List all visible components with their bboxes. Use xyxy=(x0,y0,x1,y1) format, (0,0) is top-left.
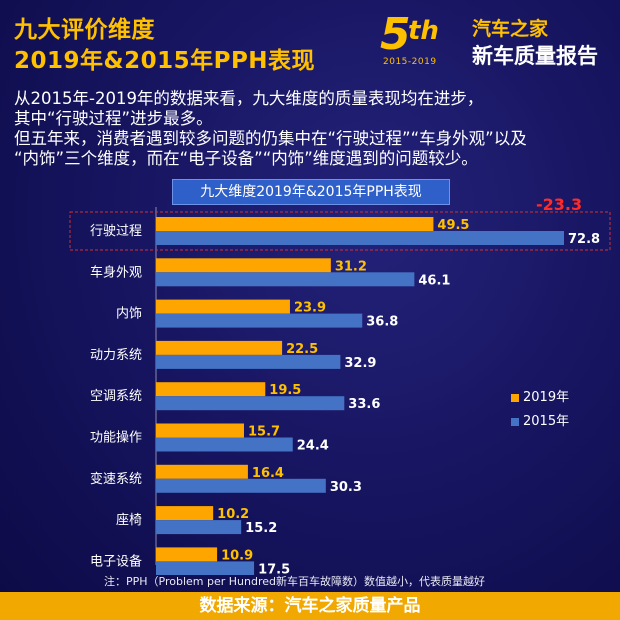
legend-item-2019: 2019年 xyxy=(511,386,569,405)
category-label: 变速系统 xyxy=(90,471,142,487)
legend-item-2015: 2015年 xyxy=(511,410,569,429)
description-line1: 从2015年-2019年的数据来看，九大维度的质量表现均在进步， xyxy=(14,89,484,108)
category-label: 车身外观 xyxy=(90,264,142,280)
legend-swatch-2015 xyxy=(511,417,519,426)
category-label: 座椅 xyxy=(116,513,142,528)
logo-subtitle: 新车质量报告 xyxy=(472,44,598,68)
bar-2019 xyxy=(156,217,434,231)
data-label-2015: 32.9 xyxy=(344,356,376,371)
bar-2015 xyxy=(156,272,415,287)
data-label-2019: 10.9 xyxy=(221,548,253,563)
legend-label-2015: 2015年 xyxy=(523,414,570,429)
data-label-2019: 16.4 xyxy=(252,466,284,481)
bar-2015 xyxy=(156,313,363,328)
logo-brand: 汽车之家 xyxy=(472,18,549,40)
bar-2015 xyxy=(156,478,326,493)
legend-label-2019: 2019年 xyxy=(523,390,570,405)
data-label-2019: 10.2 xyxy=(217,507,249,522)
highlight-box xyxy=(69,211,611,251)
bar-2019 xyxy=(156,299,290,314)
description-line2: 其中“行驶过程”进步最多。 xyxy=(14,109,213,128)
category-label: 空调系统 xyxy=(90,389,142,404)
data-label-2019: 31.2 xyxy=(335,259,367,274)
bar-2019 xyxy=(156,506,214,521)
bar-2015 xyxy=(156,354,341,369)
logo-suffix: th xyxy=(408,16,439,46)
description-line4: “内饰”三个维度，而在“电子设备”“内饰”维度遇到的问题较少。 xyxy=(14,149,478,168)
chart-title: 九大维度2019年&2015年PPH表现 xyxy=(172,179,450,205)
bar-2019 xyxy=(156,547,218,562)
data-label-2015: 33.6 xyxy=(348,397,380,412)
data-label-2015: 30.3 xyxy=(330,480,362,495)
bar-2015 xyxy=(156,437,293,452)
category-label: 功能操作 xyxy=(90,430,142,446)
data-label-2015: 36.8 xyxy=(366,315,398,330)
logo-number: 5 xyxy=(380,9,411,60)
data-source-footer: 数据来源：汽车之家质量产品 xyxy=(0,592,620,620)
bar-2015 xyxy=(156,520,242,535)
logo-years: 2015-2019 xyxy=(383,57,437,67)
category-label: 电子设备 xyxy=(90,553,142,569)
data-label-2015: 17.5 xyxy=(258,562,290,575)
data-label-2019: 49.5 xyxy=(437,218,469,233)
bar-2019 xyxy=(156,423,244,438)
description: 从2015年-2019年的数据来看，九大维度的质量表现均在进步， 其中“行驶过程… xyxy=(14,89,614,169)
bar-2015 xyxy=(156,396,345,411)
report-logo: 5 th 2015-2019 汽车之家 新车质量报告 xyxy=(380,10,612,78)
bar-2019 xyxy=(156,382,266,397)
data-label-2019: 22.5 xyxy=(286,342,318,357)
bar-2015 xyxy=(156,231,564,245)
difference-annotation: -23.3 xyxy=(536,195,582,214)
data-label-2019: 15.7 xyxy=(248,425,280,440)
data-label-2015: 15.2 xyxy=(245,521,277,536)
bar-chart: 行驶过程 49.5 72.8 车身外观 31.2 46.1 内饰 23.9 36.8 动力系统 22… xyxy=(69,195,611,575)
data-label-2015: 46.1 xyxy=(418,273,450,288)
legend-swatch-2019 xyxy=(511,393,519,402)
description-line3: 但五年来，消费者遇到较多问题的仍集中在“行驶过程”“车身外观”以及 xyxy=(14,129,527,148)
bar-2019 xyxy=(156,340,283,355)
footnote: 注：PPH（Problem per Hundred新车百车故障数）数值越小，代表… xyxy=(104,575,486,588)
category-label: 内饰 xyxy=(116,306,142,322)
bar-2015 xyxy=(156,561,255,575)
category-label: 动力系统 xyxy=(90,348,142,363)
data-label-2015: 24.4 xyxy=(297,439,329,454)
data-label-2015: 72.8 xyxy=(568,232,600,247)
bar-2019 xyxy=(156,464,248,479)
data-label-2019: 23.9 xyxy=(294,301,326,316)
page-title-line2: 2019年&2015年PPH表现 xyxy=(14,48,316,74)
page-title-line1: 九大评价维度 xyxy=(14,17,155,43)
category-label: 行驶过程 xyxy=(90,224,142,239)
data-label-2019: 19.5 xyxy=(269,383,301,398)
bar-2019 xyxy=(156,258,331,273)
